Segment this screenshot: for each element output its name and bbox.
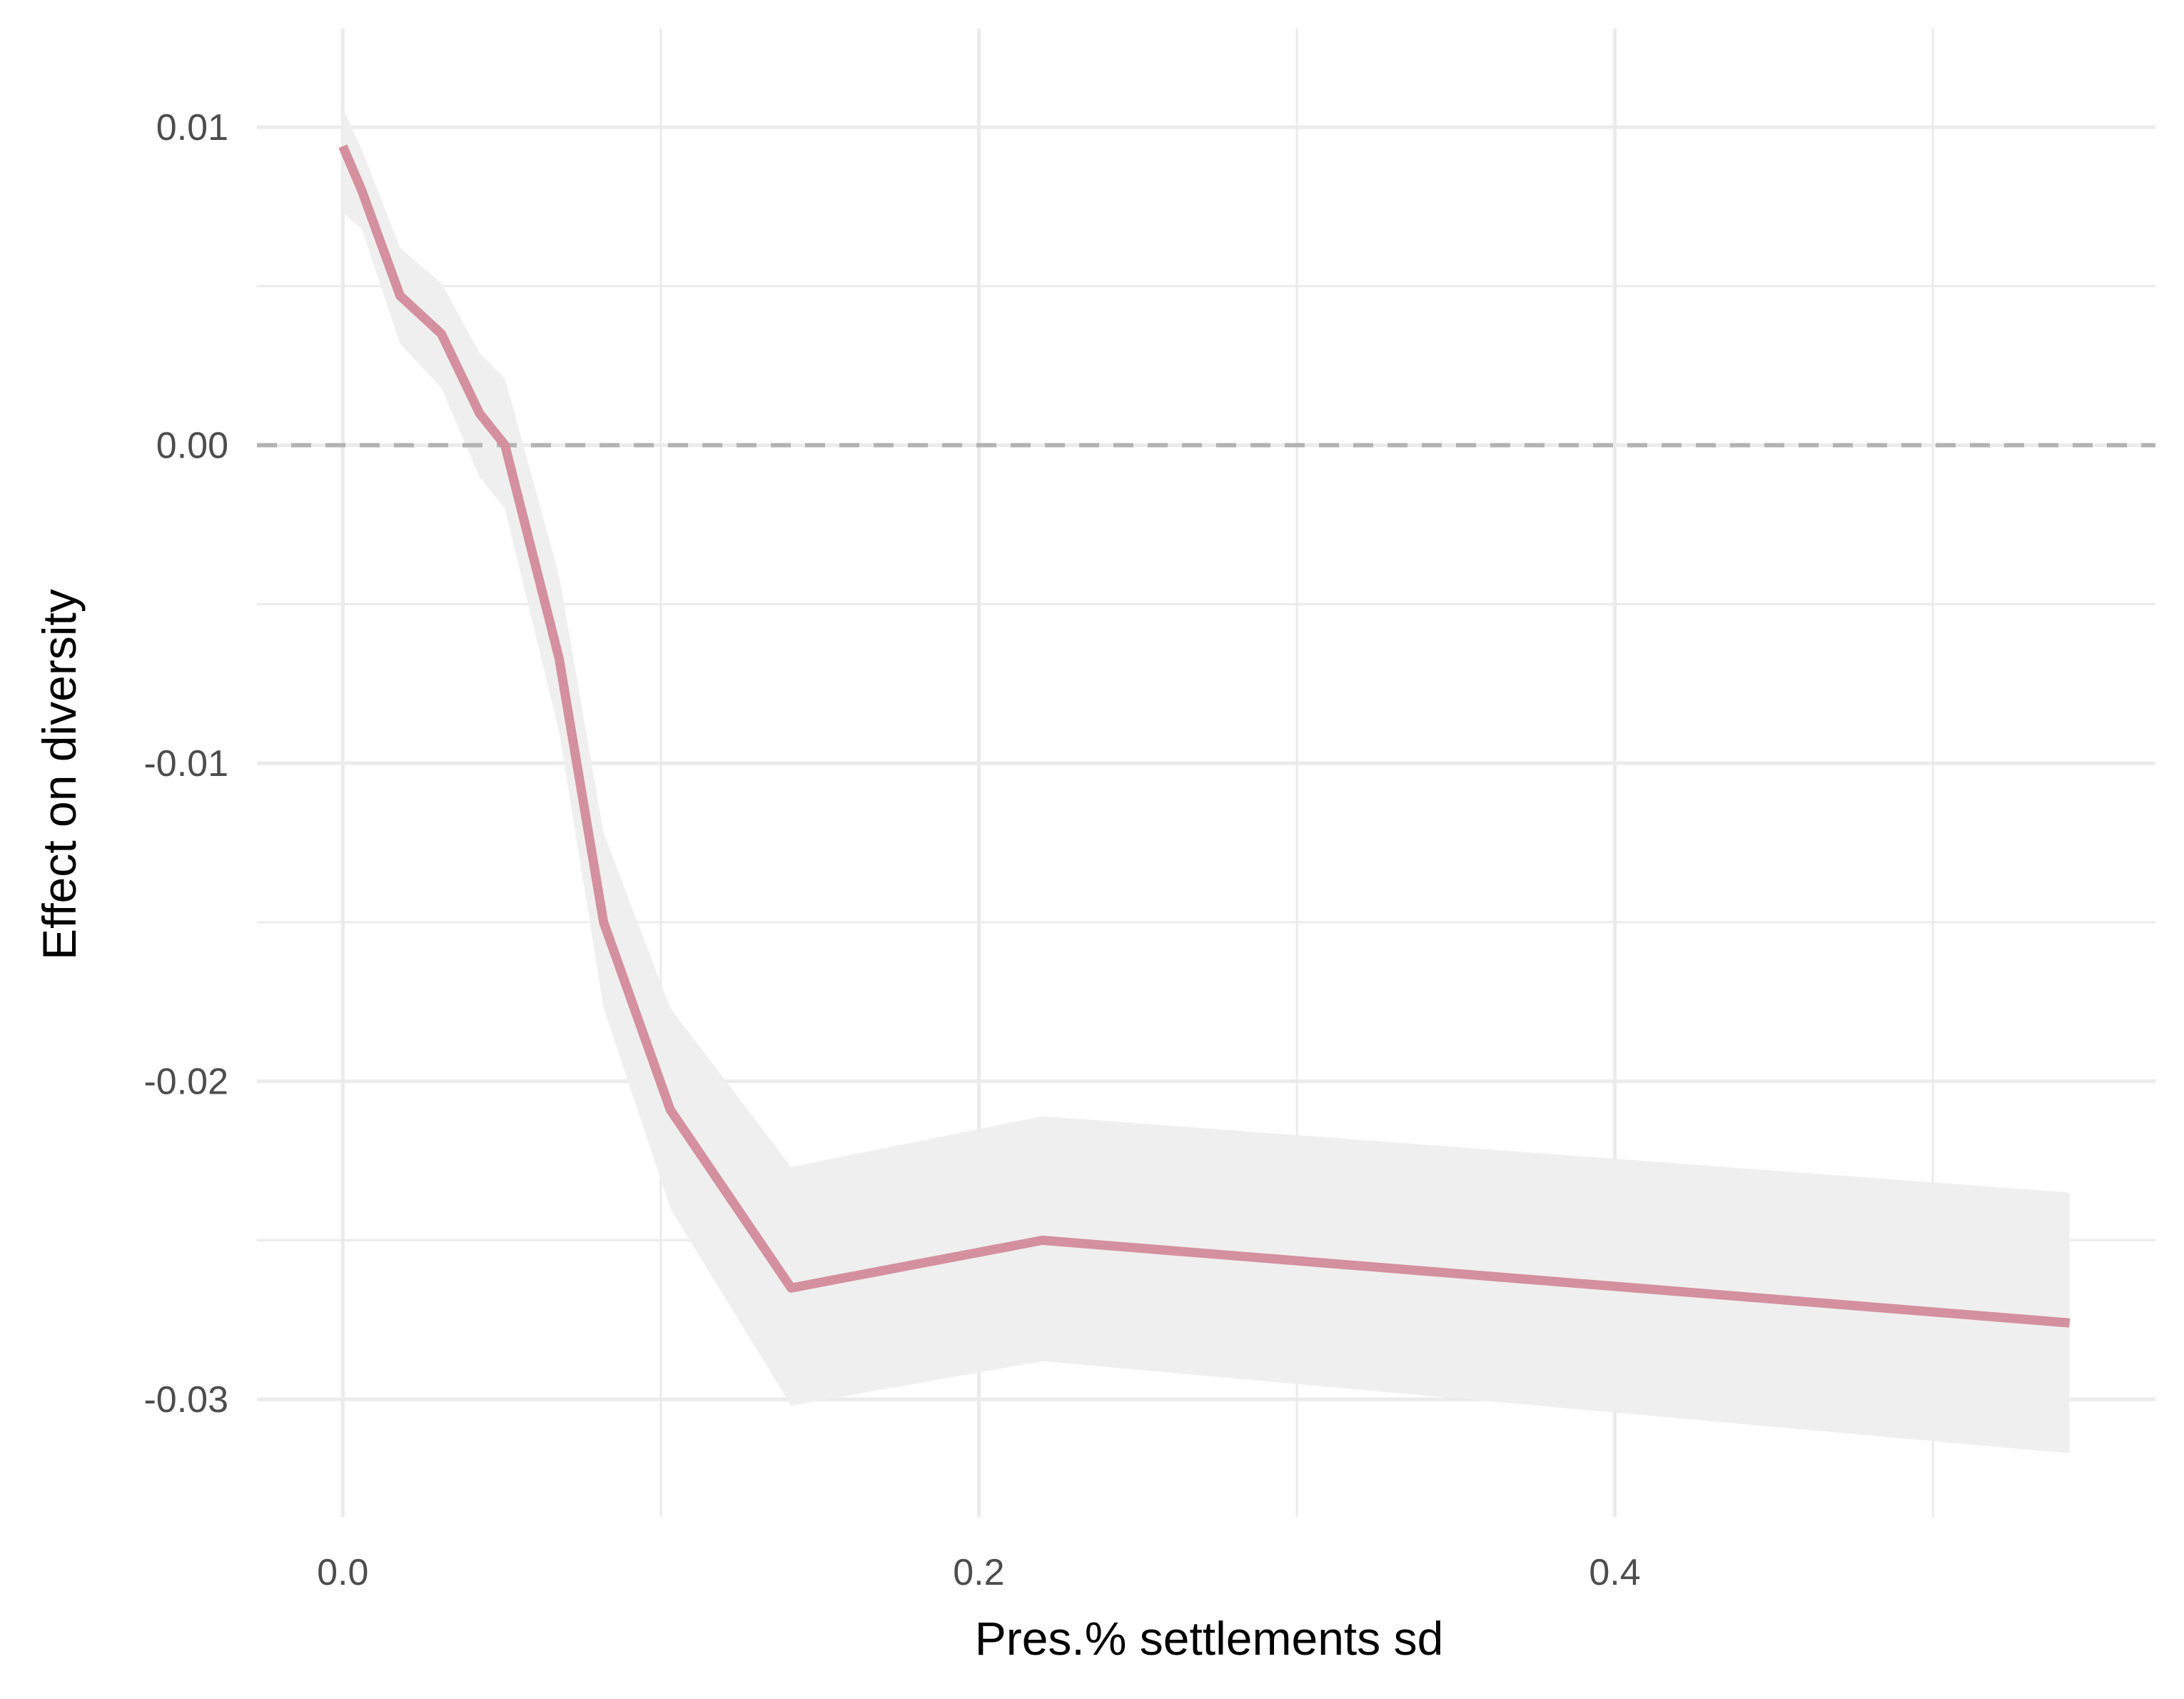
y-tick-label: -0.02 [143,1062,228,1103]
y-tick-label: -0.01 [143,743,228,785]
x-tick-label: 0.4 [1589,1552,1640,1593]
y-axis-title: Effect on diversity [33,589,86,960]
confidence-band [343,108,2070,1453]
x-axis-title: Pres.% settlements sd [975,1612,1444,1665]
y-tick-label: 0.00 [156,425,228,467]
x-tick-label: 0.0 [317,1552,368,1593]
y-axis-ticks: 0.01 0.00 -0.01 -0.02 -0.03 [143,107,228,1421]
y-tick-label: 0.01 [156,107,228,148]
confidence-band-layer [343,108,2070,1453]
y-tick-label: -0.03 [143,1379,228,1421]
x-tick-label: 0.2 [953,1552,1004,1593]
effect-line [338,144,2071,1328]
series-line-layer [338,144,2071,1328]
x-axis-ticks: 0.0 0.2 0.4 [317,1552,1641,1593]
